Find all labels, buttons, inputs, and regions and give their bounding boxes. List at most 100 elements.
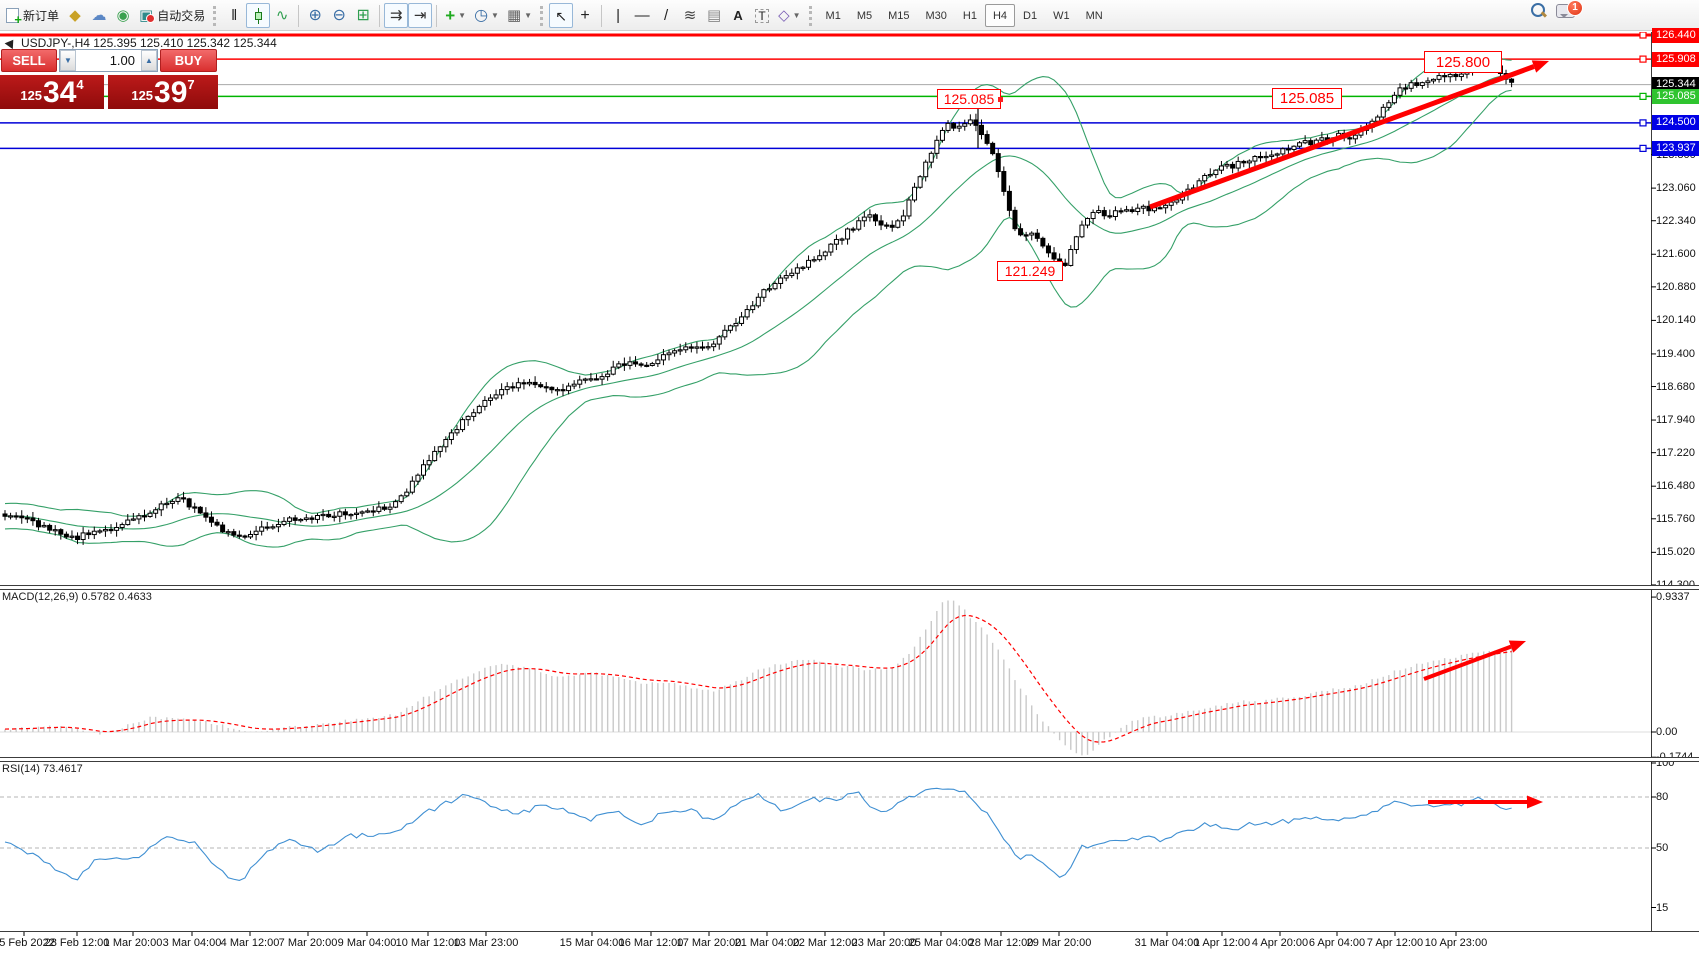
trendline-button[interactable]: / — [654, 3, 678, 28]
timeframe-h1-button[interactable]: H1 — [962, 9, 977, 22]
toolbar-right-group: 1 — [1531, 0, 1583, 18]
zoom-out-button[interactable]: ⊖ — [327, 3, 351, 28]
level-lines[interactable] — [0, 32, 1651, 152]
timeframe-m1-button[interactable]: M1 — [825, 9, 841, 22]
buy-price-pips: 39 — [154, 76, 188, 109]
channel-button[interactable]: ▤ — [702, 3, 726, 28]
fibo-icon: ≋ — [683, 7, 697, 24]
alerts-icon: ◉ — [116, 7, 130, 24]
autotrade-button[interactable]: ▣ 自动交易 — [135, 3, 209, 28]
periods-button[interactable]: ◷ ▼ — [470, 3, 503, 28]
timeframe-m30-button[interactable]: M30 — [925, 9, 947, 22]
vertical-line-button[interactable]: | — [606, 3, 630, 28]
volume-increase-button[interactable]: ▲ — [141, 50, 157, 71]
cursor-button[interactable]: ↖ — [549, 3, 574, 28]
shapes-button[interactable]: ◇ ▼ — [774, 3, 804, 28]
macd-indicator-label: MACD(12,26,9) 0.5782 0.4633 — [2, 591, 152, 603]
buy-price-display[interactable]: 125 39 7 — [108, 75, 218, 109]
trend-arrow-rsi[interactable] — [1428, 795, 1543, 809]
notification-badge: 1 — [1567, 0, 1583, 16]
new-order-button[interactable]: 新订单 — [2, 3, 63, 28]
chevron-down-icon: ▼ — [491, 11, 499, 20]
price-annotation[interactable]: 125.085 — [1272, 88, 1342, 109]
label-icon: T — [755, 8, 769, 23]
chat-icon[interactable]: 1 — [1556, 0, 1583, 18]
price-annotation[interactable]: 125.085 — [937, 89, 1003, 109]
timeframe-d1-button[interactable]: D1 — [1023, 9, 1038, 22]
panel-splitter-macd[interactable] — [0, 585, 1699, 590]
profiles-button[interactable]: ☁ — [87, 3, 111, 28]
new-order-button-label: 新订单 — [23, 9, 60, 23]
timeframe-h4-button[interactable]: H4 — [984, 4, 1016, 27]
candlestick-chart-button[interactable] — [246, 3, 271, 28]
symbol-ohlc-text: USDJPY-,H4 125.395 125.410 125.342 125.3… — [21, 36, 277, 50]
templates-icon: ▦ — [506, 7, 522, 24]
sell-price-pips: 34 — [43, 76, 77, 109]
line-chart-button[interactable]: ∿ — [270, 3, 294, 28]
timeframe-m5-button[interactable]: M5 — [856, 9, 873, 22]
templates-button[interactable]: ▦ ▼ — [503, 3, 536, 28]
price-annotation[interactable]: 125.800 — [1424, 51, 1502, 73]
crosshair-icon: + — [580, 6, 590, 24]
toolbar-drag-handle — [808, 5, 812, 26]
zoom-in-button[interactable]: ⊕ — [303, 3, 327, 28]
timeframe-w1-button[interactable]: W1 — [1053, 9, 1070, 22]
fibonacci-button[interactable]: ≋ — [678, 3, 702, 28]
autotrade-icon: ▣ — [139, 7, 156, 24]
one-click-trade-panel: SELL ▼ ▲ BUY 125 34 4 125 39 7 — [0, 49, 218, 124]
bars-icon: ‖ — [231, 7, 238, 24]
autoscroll-icon: ⇉ — [389, 7, 403, 24]
chevron-down-icon: ▼ — [524, 11, 533, 20]
trend-arrow-macd[interactable] — [1423, 640, 1526, 681]
chart-shift-button[interactable]: ⇥ — [408, 3, 433, 28]
panel-splitter-rsi[interactable] — [0, 757, 1699, 762]
chart-canvas[interactable] — [0, 32, 1699, 954]
search-icon[interactable] — [1531, 3, 1546, 18]
chart-window[interactable]: 123.800 123.060 122.340 121.600 120.880 120.1… — [0, 27, 1699, 954]
volume-decrease-button[interactable]: ▼ — [60, 50, 76, 71]
crosshair-button[interactable]: + — [573, 3, 597, 28]
toolbar-separator — [379, 4, 381, 27]
chart-symbol-icon — [4, 36, 18, 50]
buy-button[interactable]: BUY — [160, 49, 217, 72]
vline-icon: | — [616, 7, 621, 24]
toolbar-drag-handle — [213, 5, 217, 26]
tile-windows-button[interactable]: ⊞ — [351, 3, 375, 28]
text-icon: A — [733, 8, 743, 23]
chevron-down-icon: ▼ — [792, 11, 801, 20]
volume-stepper: ▼ ▲ — [59, 49, 158, 72]
alerts-button[interactable]: ◉ — [111, 3, 135, 28]
sell-price-display[interactable]: 125 34 4 — [0, 75, 104, 109]
toolbar-separator — [601, 4, 603, 27]
price-annotation[interactable]: 121.249 — [997, 261, 1063, 281]
indicators-button[interactable]: + ▼ — [441, 3, 470, 28]
horizontal-line-button[interactable]: — — [630, 3, 654, 28]
zoomin-icon: ⊕ — [308, 6, 322, 24]
buy-price-point: 7 — [187, 77, 195, 92]
zoomout-icon: ⊖ — [332, 6, 346, 24]
auto-scroll-button[interactable]: ⇉ — [384, 3, 409, 28]
rsi-indicator-label: RSI(14) 73.4617 — [2, 763, 83, 775]
toolbar-separator — [298, 4, 300, 27]
shapes-icon: ◇ — [778, 7, 790, 24]
trend-arrow-main[interactable] — [1149, 60, 1549, 210]
indicators-icon: + — [445, 6, 456, 25]
periods-icon: ◷ — [474, 6, 489, 24]
timeframe-mn-button[interactable]: MN — [1085, 9, 1103, 22]
symbol-info: USDJPY-,H4 125.395 125.410 125.342 125.3… — [4, 36, 277, 50]
volume-input[interactable] — [76, 50, 141, 71]
hline-icon: — — [634, 7, 650, 24]
bar-chart-button[interactable]: ‖ — [222, 3, 246, 28]
toolbar-separator — [436, 4, 438, 27]
candlestick-series — [2, 58, 1515, 545]
styles-icon: ◆ — [69, 7, 81, 24]
buy-price-whole: 125 — [131, 88, 154, 103]
text-label-button[interactable]: T — [750, 3, 774, 28]
chevron-down-icon: ▼ — [458, 11, 467, 20]
candlestick-icon — [253, 7, 264, 24]
timeframe-m15-button[interactable]: M15 — [888, 9, 910, 22]
text-button[interactable]: A — [726, 3, 750, 28]
styles-button[interactable]: ◆ — [63, 3, 87, 28]
toolbar-drag-handle — [540, 5, 544, 26]
sell-button[interactable]: SELL — [1, 49, 57, 72]
